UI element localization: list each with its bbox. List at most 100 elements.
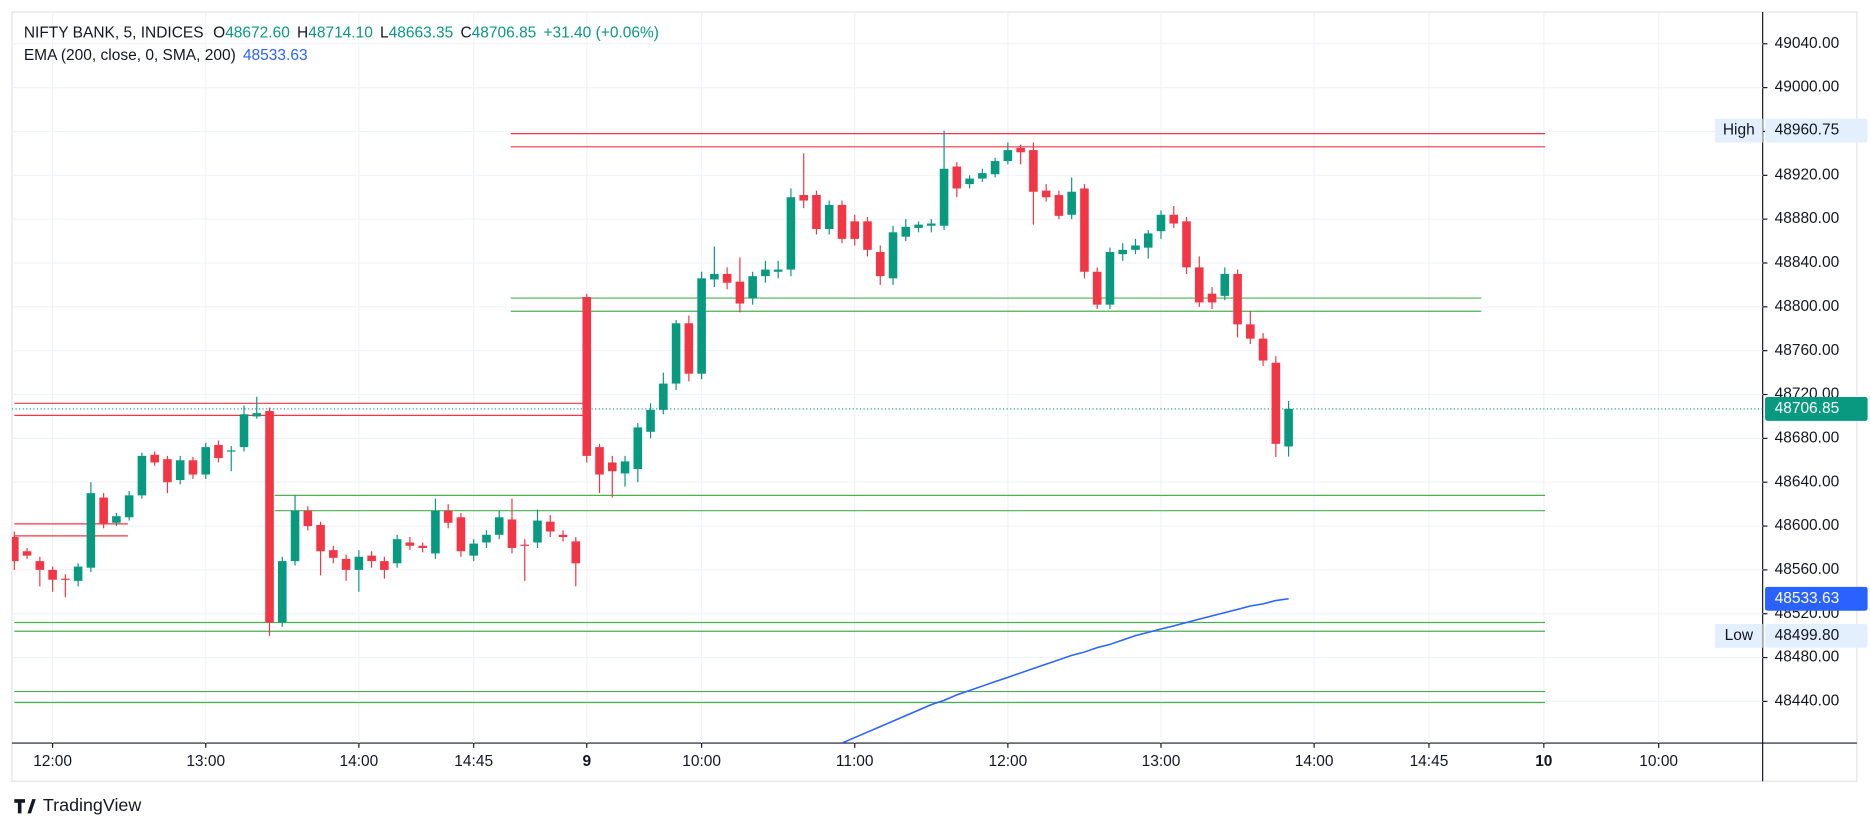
candle-body xyxy=(201,447,211,475)
axes: 48440.0048480.0048520.0048560.0048600.00… xyxy=(33,35,1868,770)
candle-body xyxy=(86,493,96,568)
candle-body xyxy=(73,566,83,581)
candle-body xyxy=(1207,293,1217,303)
candle-body xyxy=(1067,191,1076,215)
candle-body xyxy=(1041,190,1051,198)
candle-body xyxy=(469,543,478,556)
candle-body xyxy=(124,495,134,518)
candle-body xyxy=(722,273,732,283)
price-tag-label: 48960.75 xyxy=(1775,122,1840,139)
candle-body xyxy=(684,323,694,374)
candle-body xyxy=(99,497,108,524)
candle-body xyxy=(11,537,19,562)
candle-body xyxy=(571,541,581,564)
candle-body xyxy=(1016,147,1025,153)
candle-body xyxy=(558,534,568,538)
candle-body xyxy=(1246,324,1255,339)
y-tick-label: 48560.00 xyxy=(1775,561,1840,578)
candle-body xyxy=(786,197,796,270)
candle-body xyxy=(329,550,338,558)
logo: TradingView xyxy=(14,795,141,815)
candle-body xyxy=(252,413,262,417)
ohlc-key: L xyxy=(380,25,389,42)
price-tag-name: Low xyxy=(1725,627,1754,644)
candle-body xyxy=(990,161,1000,175)
candle-body xyxy=(799,195,808,201)
x-tick-label: 10 xyxy=(1535,753,1552,770)
candle-body xyxy=(1003,150,1013,162)
price-tag-name-box xyxy=(1714,623,1763,648)
indicator-legend: EMA (200, close, 0, SMA, 200) 48533.63 xyxy=(24,47,308,64)
candle-body xyxy=(748,276,757,299)
ema-value: 48533.63 xyxy=(243,47,308,64)
candle-body xyxy=(22,551,32,556)
x-tick-label: 12:00 xyxy=(33,753,72,770)
candle-body xyxy=(875,252,885,277)
y-tick-label: 48440.00 xyxy=(1775,693,1840,710)
candle-body xyxy=(226,450,236,452)
candle-body xyxy=(277,561,287,623)
candle-body xyxy=(939,168,949,226)
candle-body xyxy=(1118,249,1128,255)
candle-body xyxy=(646,409,655,432)
frame xyxy=(11,11,1858,782)
candle-body xyxy=(1194,267,1204,303)
candle-body xyxy=(545,521,555,532)
change: +31.40 (+0.06%) xyxy=(543,25,658,42)
candle-body xyxy=(188,460,198,475)
x-tick-label: 9 xyxy=(582,753,591,770)
y-tick-label: 48640.00 xyxy=(1775,473,1840,490)
ema-line xyxy=(841,597,1289,744)
candle-body xyxy=(659,383,668,410)
logo-icon xyxy=(14,799,36,814)
candle-body xyxy=(582,296,592,456)
candle-body xyxy=(595,447,604,475)
x-tick-label: 14:45 xyxy=(454,753,493,770)
ohlc-value: 48663.35 xyxy=(389,25,454,42)
candle-body xyxy=(837,204,847,239)
candle-body xyxy=(1029,150,1038,192)
candle-body xyxy=(1054,195,1064,216)
candle-body xyxy=(901,226,911,237)
candle-body xyxy=(965,178,974,185)
candle-body xyxy=(533,520,542,543)
ohlc-value: 48706.85 xyxy=(472,25,537,42)
candle-body xyxy=(367,555,376,562)
candle-body xyxy=(239,414,249,448)
ema-label: EMA (200, close, 0, SMA, 200) xyxy=(24,47,236,64)
candle-body xyxy=(1284,408,1293,447)
candle-body xyxy=(392,539,402,564)
candle-body xyxy=(443,510,453,523)
candle-body xyxy=(952,166,962,189)
candle-body xyxy=(914,224,923,228)
candle-body xyxy=(380,561,389,570)
candle-body xyxy=(710,273,719,280)
x-tick-label: 13:00 xyxy=(186,753,225,770)
x-tick-label: 14:00 xyxy=(339,753,378,770)
ohlc-value: 48672.60 xyxy=(225,25,290,42)
candle-body xyxy=(150,454,159,463)
candle-body xyxy=(697,278,706,374)
y-tick-label: 48760.00 xyxy=(1775,342,1840,359)
logo-text: TradingView xyxy=(43,795,141,815)
x-tick-label: 10:00 xyxy=(1639,753,1678,770)
candle-body xyxy=(1105,252,1115,305)
price-tag-label: 48499.80 xyxy=(1775,627,1840,644)
price-tag xyxy=(1765,623,1868,648)
candle-body xyxy=(773,269,783,272)
candle-body xyxy=(1169,214,1179,224)
price-tag-label: 48533.63 xyxy=(1775,590,1840,607)
ohlc: O48672.60 H48714.10 L48663.35 C48706.85 xyxy=(213,25,536,42)
candle-body xyxy=(405,542,415,546)
candle-body xyxy=(265,410,274,623)
candle-body xyxy=(456,517,466,552)
y-tick-label: 48840.00 xyxy=(1775,254,1840,271)
x-tick-label: 11:00 xyxy=(836,753,874,770)
candle-body xyxy=(1131,245,1140,250)
candle-body xyxy=(761,269,770,277)
candle-body xyxy=(1271,362,1281,444)
price-tag xyxy=(1765,118,1868,143)
candle-body xyxy=(418,545,427,548)
